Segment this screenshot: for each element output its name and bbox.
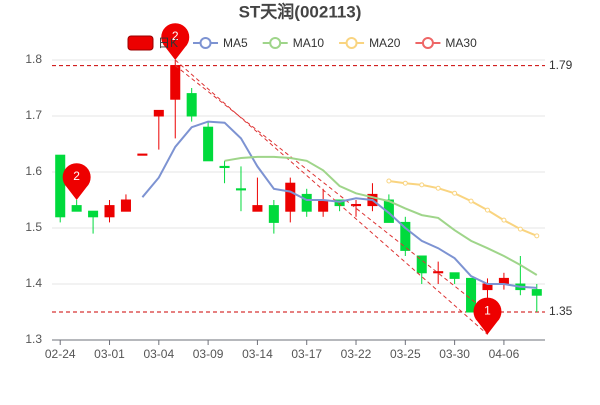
y-tick-label: 1.4 bbox=[25, 276, 42, 290]
ma-point bbox=[452, 190, 458, 196]
legend-item: MA5 bbox=[193, 36, 248, 50]
candle-body bbox=[400, 221, 411, 251]
candle-body bbox=[203, 126, 214, 162]
candle-body bbox=[120, 199, 131, 212]
candle-body bbox=[334, 199, 345, 207]
legend-label: MA30 bbox=[445, 36, 477, 50]
x-tick-label: 03-22 bbox=[341, 347, 372, 361]
legend-label: MA20 bbox=[369, 36, 401, 50]
ma-line bbox=[141, 120, 537, 289]
ma-point bbox=[484, 207, 490, 213]
legend-label: 日K bbox=[158, 36, 178, 50]
candle-body bbox=[318, 199, 329, 212]
candle-body bbox=[153, 109, 164, 117]
mark-line-label: 1.79 bbox=[549, 58, 573, 72]
marker-pin bbox=[62, 163, 91, 200]
ma-point bbox=[501, 217, 507, 223]
candle-body bbox=[235, 188, 247, 191]
legend-swatch bbox=[269, 37, 282, 49]
mark-line-label: 1.35 bbox=[549, 304, 573, 318]
y-tick-label: 1.3 bbox=[25, 332, 42, 346]
ma-line bbox=[388, 180, 538, 237]
candle-body bbox=[531, 289, 542, 296]
x-tick-label: 04-06 bbox=[489, 347, 520, 361]
x-tick-label: 03-25 bbox=[390, 347, 421, 361]
ma-line bbox=[224, 155, 538, 276]
y-tick-label: 1.6 bbox=[25, 164, 42, 178]
x-tick-label: 02-24 bbox=[45, 347, 76, 361]
legend-swatch bbox=[127, 35, 154, 51]
candle-body bbox=[219, 165, 230, 169]
y-tick-label: 1.5 bbox=[25, 220, 42, 234]
marker-label: 2 bbox=[73, 169, 80, 183]
marker-pin bbox=[161, 23, 190, 61]
candle-body bbox=[433, 271, 444, 274]
ma-point bbox=[402, 180, 408, 186]
ma-point bbox=[517, 226, 523, 232]
candle-body bbox=[416, 255, 427, 274]
ma-point bbox=[468, 198, 474, 204]
legend-item: 日K bbox=[127, 35, 178, 51]
legend-swatch bbox=[199, 37, 212, 49]
x-tick-label: 03-01 bbox=[94, 347, 125, 361]
marker-label: 2 bbox=[172, 29, 179, 43]
marker-label: 1 bbox=[484, 304, 491, 318]
y-tick-label: 1.7 bbox=[25, 108, 42, 122]
ma-point bbox=[435, 185, 441, 191]
marker-pin bbox=[473, 297, 502, 335]
legend-item: MA20 bbox=[339, 36, 401, 50]
x-tick-label: 03-30 bbox=[439, 347, 470, 361]
candle-body bbox=[170, 65, 181, 100]
ma-point bbox=[534, 233, 540, 239]
candle-body bbox=[301, 193, 312, 212]
candle-body bbox=[252, 205, 263, 212]
x-tick-label: 03-04 bbox=[143, 347, 174, 361]
candle-body bbox=[71, 205, 82, 212]
candle-body bbox=[137, 153, 148, 156]
legend-item: MA10 bbox=[262, 36, 325, 50]
x-tick-label: 03-14 bbox=[242, 347, 273, 361]
x-tick-label: 03-17 bbox=[291, 347, 322, 361]
candle-body bbox=[268, 205, 279, 223]
legend-item: MA30 bbox=[415, 36, 477, 50]
candle-body bbox=[285, 182, 296, 212]
trend-line bbox=[174, 65, 488, 313]
candle-body bbox=[186, 93, 197, 117]
legend-label: MA10 bbox=[293, 36, 325, 50]
candle-body bbox=[104, 205, 115, 218]
candle-body bbox=[55, 154, 66, 218]
chart-title: ST天润(002113) bbox=[239, 1, 362, 21]
legend-label: MA5 bbox=[223, 36, 248, 50]
ma-point bbox=[419, 182, 425, 188]
legend-swatch bbox=[345, 37, 358, 49]
trend-line bbox=[174, 59, 488, 335]
candle-body bbox=[449, 272, 460, 279]
x-tick-label: 03-09 bbox=[193, 347, 224, 361]
ma-point bbox=[386, 178, 392, 184]
candle-body bbox=[466, 277, 477, 313]
candle-body bbox=[383, 199, 394, 223]
y-tick-label: 1.8 bbox=[25, 52, 42, 66]
legend-swatch bbox=[421, 37, 434, 49]
candle-body bbox=[88, 210, 99, 218]
